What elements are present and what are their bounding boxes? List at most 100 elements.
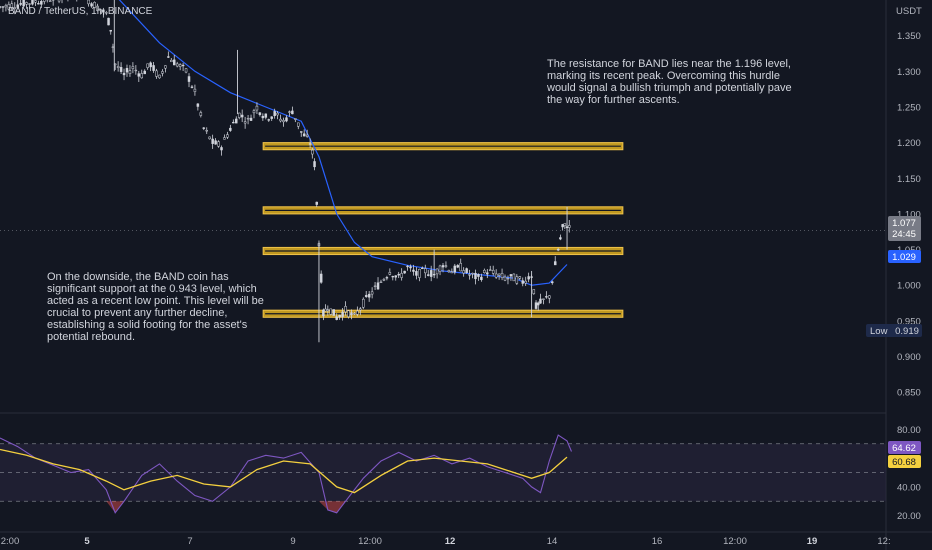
time-tick-label: 5 [84, 536, 90, 547]
time-tick-label: 12: [877, 536, 890, 547]
candle-body [252, 110, 256, 114]
price-tick-label: 0.900 [897, 352, 921, 363]
candle-body [96, 5, 99, 11]
candle-body [509, 274, 513, 277]
candle-body [559, 237, 562, 240]
price-tick-label: 1.350 [897, 31, 921, 42]
candle-body [315, 201, 318, 205]
rsi-oversold-fill [106, 501, 346, 513]
candle-body [4, 5, 8, 8]
candle-body [403, 270, 406, 274]
candle-body [382, 279, 386, 281]
candle-body [226, 134, 229, 138]
candle-body [232, 121, 235, 124]
candle-body [532, 289, 536, 294]
candle-body [137, 73, 141, 77]
candle-body [444, 265, 448, 267]
support-annotation: On the downside, the BAND coin has signi… [47, 271, 264, 343]
candle-body [105, 12, 108, 14]
candle-body [462, 270, 465, 274]
symbol-title[interactable]: BAND / TetherUS, 1h, BINANCE [8, 6, 153, 17]
candle-body [48, 0, 52, 2]
candle-body [40, 0, 43, 5]
candle-body [235, 118, 238, 124]
time-tick-label: 12:00 [358, 536, 382, 547]
candle-body [459, 263, 462, 272]
candle-body [158, 74, 161, 79]
rsi-panel [0, 434, 886, 514]
candle-body [161, 71, 164, 74]
candle-body [31, 0, 34, 5]
candle-body [489, 269, 492, 271]
candle-body [341, 311, 344, 317]
ma-badge: 1.029 [892, 252, 916, 263]
candle-body [308, 143, 312, 145]
candle-body [367, 293, 371, 298]
rsi-line [0, 434, 573, 514]
candle-body [453, 265, 457, 273]
candle-body [553, 261, 557, 266]
candle-body [319, 273, 323, 283]
candle-body [93, 2, 96, 9]
candle-body [261, 115, 265, 119]
time-tick-label: 19 [807, 536, 818, 547]
price-tick-label: 1.250 [897, 102, 921, 113]
candle-body [539, 298, 542, 304]
candle-body [146, 63, 149, 68]
candle-body [379, 281, 383, 283]
candle-body [456, 265, 460, 268]
candle-body [167, 56, 170, 58]
candle-body [190, 86, 194, 88]
candle-body [25, 2, 28, 5]
resistance-annotation: The resistance for BAND lies near the 1.… [547, 58, 792, 106]
candle-body [240, 114, 244, 118]
candle-body [10, 3, 14, 9]
candle-body [370, 291, 374, 295]
price-axis[interactable]: 1.3501.3001.2501.2001.1501.1001.0501.000… [897, 31, 921, 399]
candle-body [299, 131, 303, 133]
ma-badge-bg [888, 250, 921, 263]
candle-body [285, 117, 288, 122]
candle-body [548, 295, 551, 299]
time-axis[interactable]: 2:00 5 7 9 12:00 12 14 16 12:00 19 12: [1, 536, 891, 547]
candle-body [291, 110, 294, 115]
candle-body [329, 308, 333, 315]
candle-body [503, 276, 507, 281]
candle-body [131, 66, 135, 69]
candle-body [264, 113, 268, 118]
candle-body [267, 119, 271, 121]
candle-body [149, 62, 152, 68]
candle-body [322, 309, 325, 317]
candle-body [184, 68, 188, 73]
candle-body [57, 0, 61, 2]
candle-body [116, 66, 120, 68]
candle-body [237, 112, 241, 118]
candle-body [276, 112, 279, 116]
candle-body [385, 277, 389, 279]
candle-body [335, 316, 338, 320]
candle-body [338, 314, 341, 318]
time-tick-label: 12 [445, 536, 456, 547]
price-badge-bg [888, 216, 921, 241]
candle-body [255, 105, 259, 111]
candle-body [441, 265, 445, 268]
candle-body [486, 272, 489, 275]
candle-body [258, 112, 262, 115]
candle-body [28, 3, 31, 5]
candle-body [563, 223, 567, 226]
candle-body [536, 302, 540, 306]
candle-body [111, 46, 115, 48]
low-badge-label: Low [870, 326, 888, 337]
candle-body [22, 0, 25, 7]
time-tick-label: 12:00 [723, 536, 747, 547]
rsi-ma-badge: 60.68 [892, 457, 916, 468]
candle-body [202, 127, 206, 129]
candle-body [1, 6, 5, 8]
candle-body [208, 136, 211, 140]
candle-body [16, 4, 19, 8]
candle-body [373, 285, 377, 287]
candle-body [545, 296, 548, 298]
candle-body [344, 306, 347, 313]
